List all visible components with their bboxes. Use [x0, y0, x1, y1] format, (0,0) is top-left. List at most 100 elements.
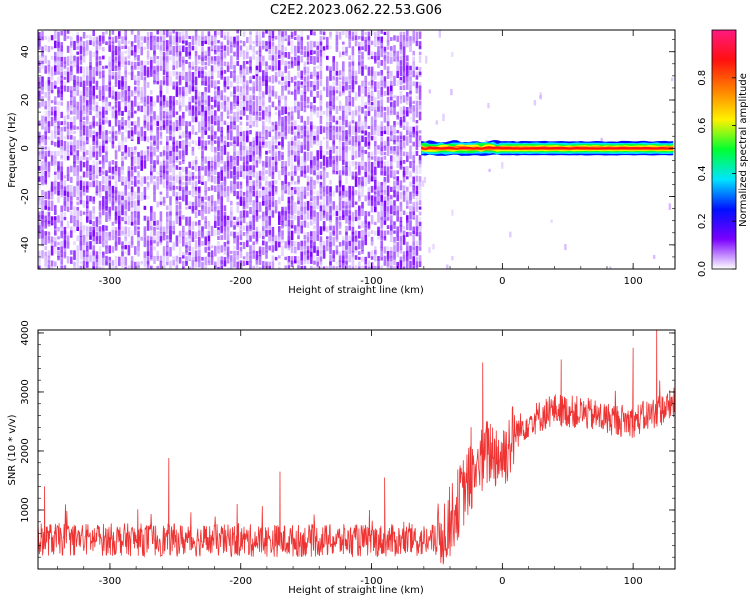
spectrogram-cell [390, 37, 393, 41]
spectrogram-cell [239, 50, 243, 57]
spectrogram-cell [294, 120, 297, 131]
spectrogram-cell [271, 151, 275, 159]
spectrogram-cell [137, 200, 140, 206]
spectrogram-cell [274, 55, 278, 66]
spectrogram-cell [310, 105, 313, 112]
spectrogram-cell [278, 110, 281, 120]
spectrogram-cell [383, 55, 387, 61]
spectrogram-cell [380, 156, 383, 164]
spectrogram-cell [118, 75, 121, 80]
spectrogram-cell [102, 46, 105, 52]
spectrogram-cell [220, 146, 223, 151]
spectrogram-cell [345, 141, 348, 152]
spectrogram-cell [265, 155, 268, 167]
spectrogram-cell [156, 201, 159, 208]
spectrogram-cell [396, 170, 399, 175]
spectrogram-cell [383, 46, 387, 54]
spectrogram-cell [220, 131, 223, 137]
spectrogram-cell [217, 155, 220, 162]
spectrogram-cell [262, 195, 265, 204]
spectrogram-cell [271, 136, 275, 147]
spectrogram-cell [118, 125, 121, 135]
spectrogram-cell [268, 111, 271, 118]
spectrogram-cell [114, 135, 118, 141]
spectrogram-cell [98, 246, 102, 254]
spectrogram-cell [249, 125, 252, 129]
spectrogram-cell [367, 56, 371, 60]
spectrogram-cell [386, 211, 390, 221]
spectrogram-cell [188, 241, 191, 248]
spectrogram-cell [294, 256, 297, 264]
spectrogram-cell [169, 95, 172, 104]
spectrogram-cell [79, 36, 83, 42]
spectrogram-cell [300, 251, 303, 261]
spectrogram-cell [358, 145, 361, 153]
spectrogram-cell [278, 261, 281, 266]
spectrogram-cell [345, 136, 348, 146]
spectrogram-cell [364, 195, 367, 202]
spectrogram-cell [102, 255, 105, 266]
spectrogram-cell [156, 241, 159, 247]
spectrogram-cell [418, 165, 422, 174]
spectrogram-cell [406, 231, 409, 237]
spectrogram-cell [390, 155, 393, 162]
spectrogram-cell [86, 201, 89, 209]
spectrogram-cell [159, 45, 163, 52]
spectrogram-cell [188, 176, 191, 185]
spectrogram-cell [166, 216, 169, 222]
spectrogram-cell [239, 110, 243, 116]
spectrogram-cell [127, 101, 131, 110]
spectrogram-cell [297, 200, 300, 205]
spectrogram-cell [159, 85, 163, 94]
spectrogram-cell [335, 250, 339, 255]
spectrogram-cell [390, 255, 393, 265]
spectrogram-cell [262, 235, 265, 240]
spectrogram-cell [380, 111, 383, 118]
spectrogram-cell [137, 125, 140, 136]
spectrogram-cell [156, 56, 159, 60]
spectrogram-cell [415, 125, 419, 135]
spectrogram-cell [409, 101, 412, 110]
spectrogram-cell [342, 185, 345, 192]
spectrogram-cell [313, 255, 316, 260]
spectrogram-cell [156, 171, 159, 175]
spectrogram-cell [153, 255, 156, 264]
spectrogram-cell [313, 185, 316, 190]
spectrogram-cell [140, 36, 143, 41]
spectrogram-cell [194, 160, 198, 165]
spectrogram-cell [249, 145, 252, 156]
spectrogram-cell [169, 135, 172, 141]
spectrogram-cell [268, 30, 271, 38]
spectrogram-cell [214, 220, 217, 228]
spectrogram-cell [194, 71, 198, 78]
spectrogram-cell [236, 231, 239, 237]
spectrogram-cell [297, 215, 300, 227]
spectrogram-cell [313, 135, 316, 144]
spectrogram-cell [226, 96, 230, 102]
spectrogram-cell [316, 106, 319, 111]
spectrogram-cell [95, 191, 99, 196]
spectrogram-cell [73, 40, 76, 51]
spectrogram-cell [191, 176, 195, 181]
spectrogram-cell [342, 105, 345, 112]
spectrogram-cell [82, 211, 86, 215]
spectrogram-cell [367, 187, 371, 195]
spectrogram-cell [348, 61, 351, 67]
spectrogram-cell [182, 60, 185, 71]
spectrogram-cell [111, 126, 115, 132]
spectrogram-cell [175, 100, 179, 106]
spectrogram-cell [393, 180, 396, 192]
spectrogram-cell [60, 240, 63, 249]
spectrogram-cell [303, 76, 307, 83]
spectrogram-cell [418, 181, 422, 190]
spectrogram-cell [345, 255, 348, 265]
spectrogram-cell [153, 135, 156, 145]
spectrogram-cell [172, 55, 175, 66]
spectrogram-cell [351, 145, 355, 156]
spectrogram-cell [70, 215, 73, 224]
spectrogram-cell [220, 156, 223, 164]
spectrogram-cell [278, 155, 281, 161]
spectrogram-cell [79, 55, 83, 61]
spectrogram-cell [217, 126, 220, 132]
spectrogram-cell [396, 56, 399, 62]
